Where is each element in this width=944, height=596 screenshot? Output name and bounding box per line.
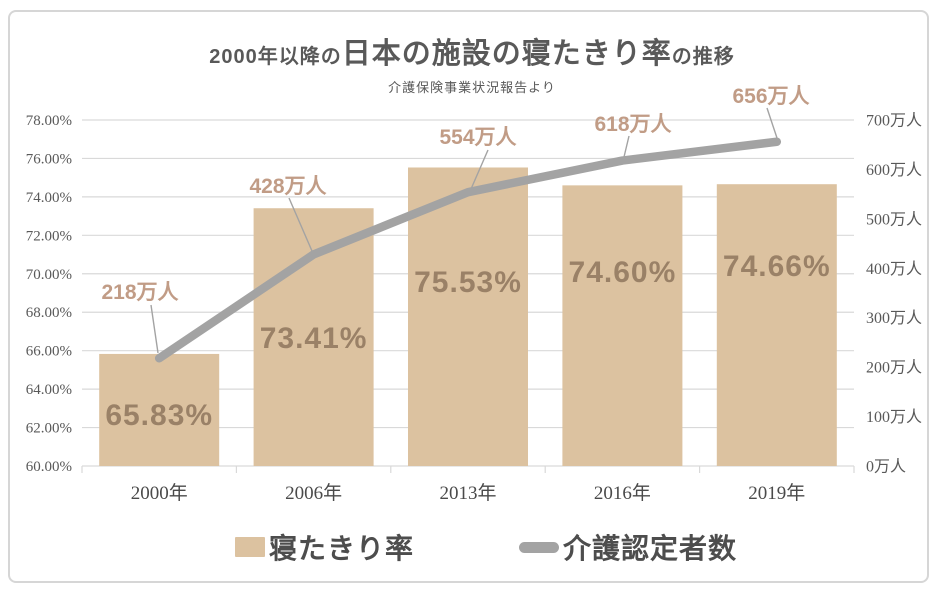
- bar-value-label: 73.41%: [260, 322, 368, 355]
- label-leader-line: [470, 149, 489, 190]
- x-axis-category-label: 2006年: [285, 482, 342, 504]
- right-axis-tick-label: 700万人: [866, 112, 922, 130]
- right-axis-tick-label: 0万人: [866, 458, 906, 476]
- title-suffix: の推移: [671, 46, 735, 68]
- left-axis-tick-label: 76.00%: [26, 151, 72, 167]
- label-leader-line: [288, 197, 313, 252]
- left-axis-tick-label: 68.00%: [26, 305, 72, 321]
- left-axis-tick-label: 64.00%: [26, 382, 72, 398]
- bar-2000年: [99, 353, 220, 466]
- left-axis-tick-label: 78.00%: [26, 113, 72, 129]
- bar-2013年: [408, 167, 528, 466]
- right-axis-tick-label: 300万人: [866, 309, 922, 327]
- line-value-label: 554万人: [439, 126, 516, 149]
- chart-title: 2000年以降の日本の施設の寝たきり率の推移: [0, 30, 944, 72]
- x-axis-category-label: 2019年: [748, 482, 805, 504]
- right-axis-tick-label: 400万人: [866, 260, 922, 278]
- bar-value-label: 74.60%: [569, 256, 677, 289]
- line-series: [154, 137, 782, 363]
- left-axis-tick-label: 60.00%: [26, 459, 72, 475]
- bar-value-label: 65.83%: [105, 399, 213, 432]
- legend-bar-label: 寝たきり率: [268, 533, 414, 564]
- right-axis-tick-label: 600万人: [866, 161, 922, 179]
- right-axis-tick-label: 200万人: [866, 359, 922, 377]
- left-axis-tick-label: 62.00%: [26, 421, 72, 437]
- x-axis-category-label: 2000年: [131, 482, 188, 504]
- left-axis-tick-label: 74.00%: [26, 190, 72, 206]
- line-swatch-icon: [519, 541, 559, 553]
- line-value-label: 656万人: [732, 85, 809, 108]
- right-axis-tick-label: 100万人: [866, 408, 922, 426]
- bar-value-label: 75.53%: [414, 266, 522, 299]
- x-axis-category-label: 2016年: [594, 482, 651, 504]
- left-axis-tick-label: 70.00%: [26, 267, 72, 283]
- legend-item-line-series: 介護認定者数: [519, 527, 737, 567]
- line-value-label: 618万人: [594, 113, 671, 136]
- title-emphasis: 日本の施設の寝たきり率: [341, 38, 672, 70]
- line-value-label: 428万人: [249, 175, 326, 198]
- left-axis-tick-label: 72.00%: [26, 228, 72, 244]
- right-axis-tick-label: 500万人: [866, 210, 922, 228]
- bar-value-label: 74.66%: [723, 250, 831, 283]
- bar-swatch-icon: [234, 537, 265, 557]
- left-axis-tick-label: 66.00%: [26, 344, 72, 360]
- legend-item-bar-series: 寝たきり率: [234, 527, 414, 567]
- line-value-label: 218万人: [101, 281, 178, 304]
- legend-line-label: 介護認定者数: [563, 533, 738, 564]
- label-leader-line: [766, 107, 778, 139]
- x-axis-category-label: 2013年: [439, 482, 496, 504]
- bar-2016年: [562, 185, 683, 466]
- label-leader-line: [150, 304, 159, 354]
- bar-2019年: [716, 184, 837, 467]
- chart-subtitle: 介護保険事業状況報告より: [388, 80, 556, 95]
- title-prefix: 2000年以降の: [209, 46, 342, 68]
- chart-legend: 寝たきり率 介護認定者数: [0, 527, 944, 567]
- label-leader-line: [623, 135, 630, 158]
